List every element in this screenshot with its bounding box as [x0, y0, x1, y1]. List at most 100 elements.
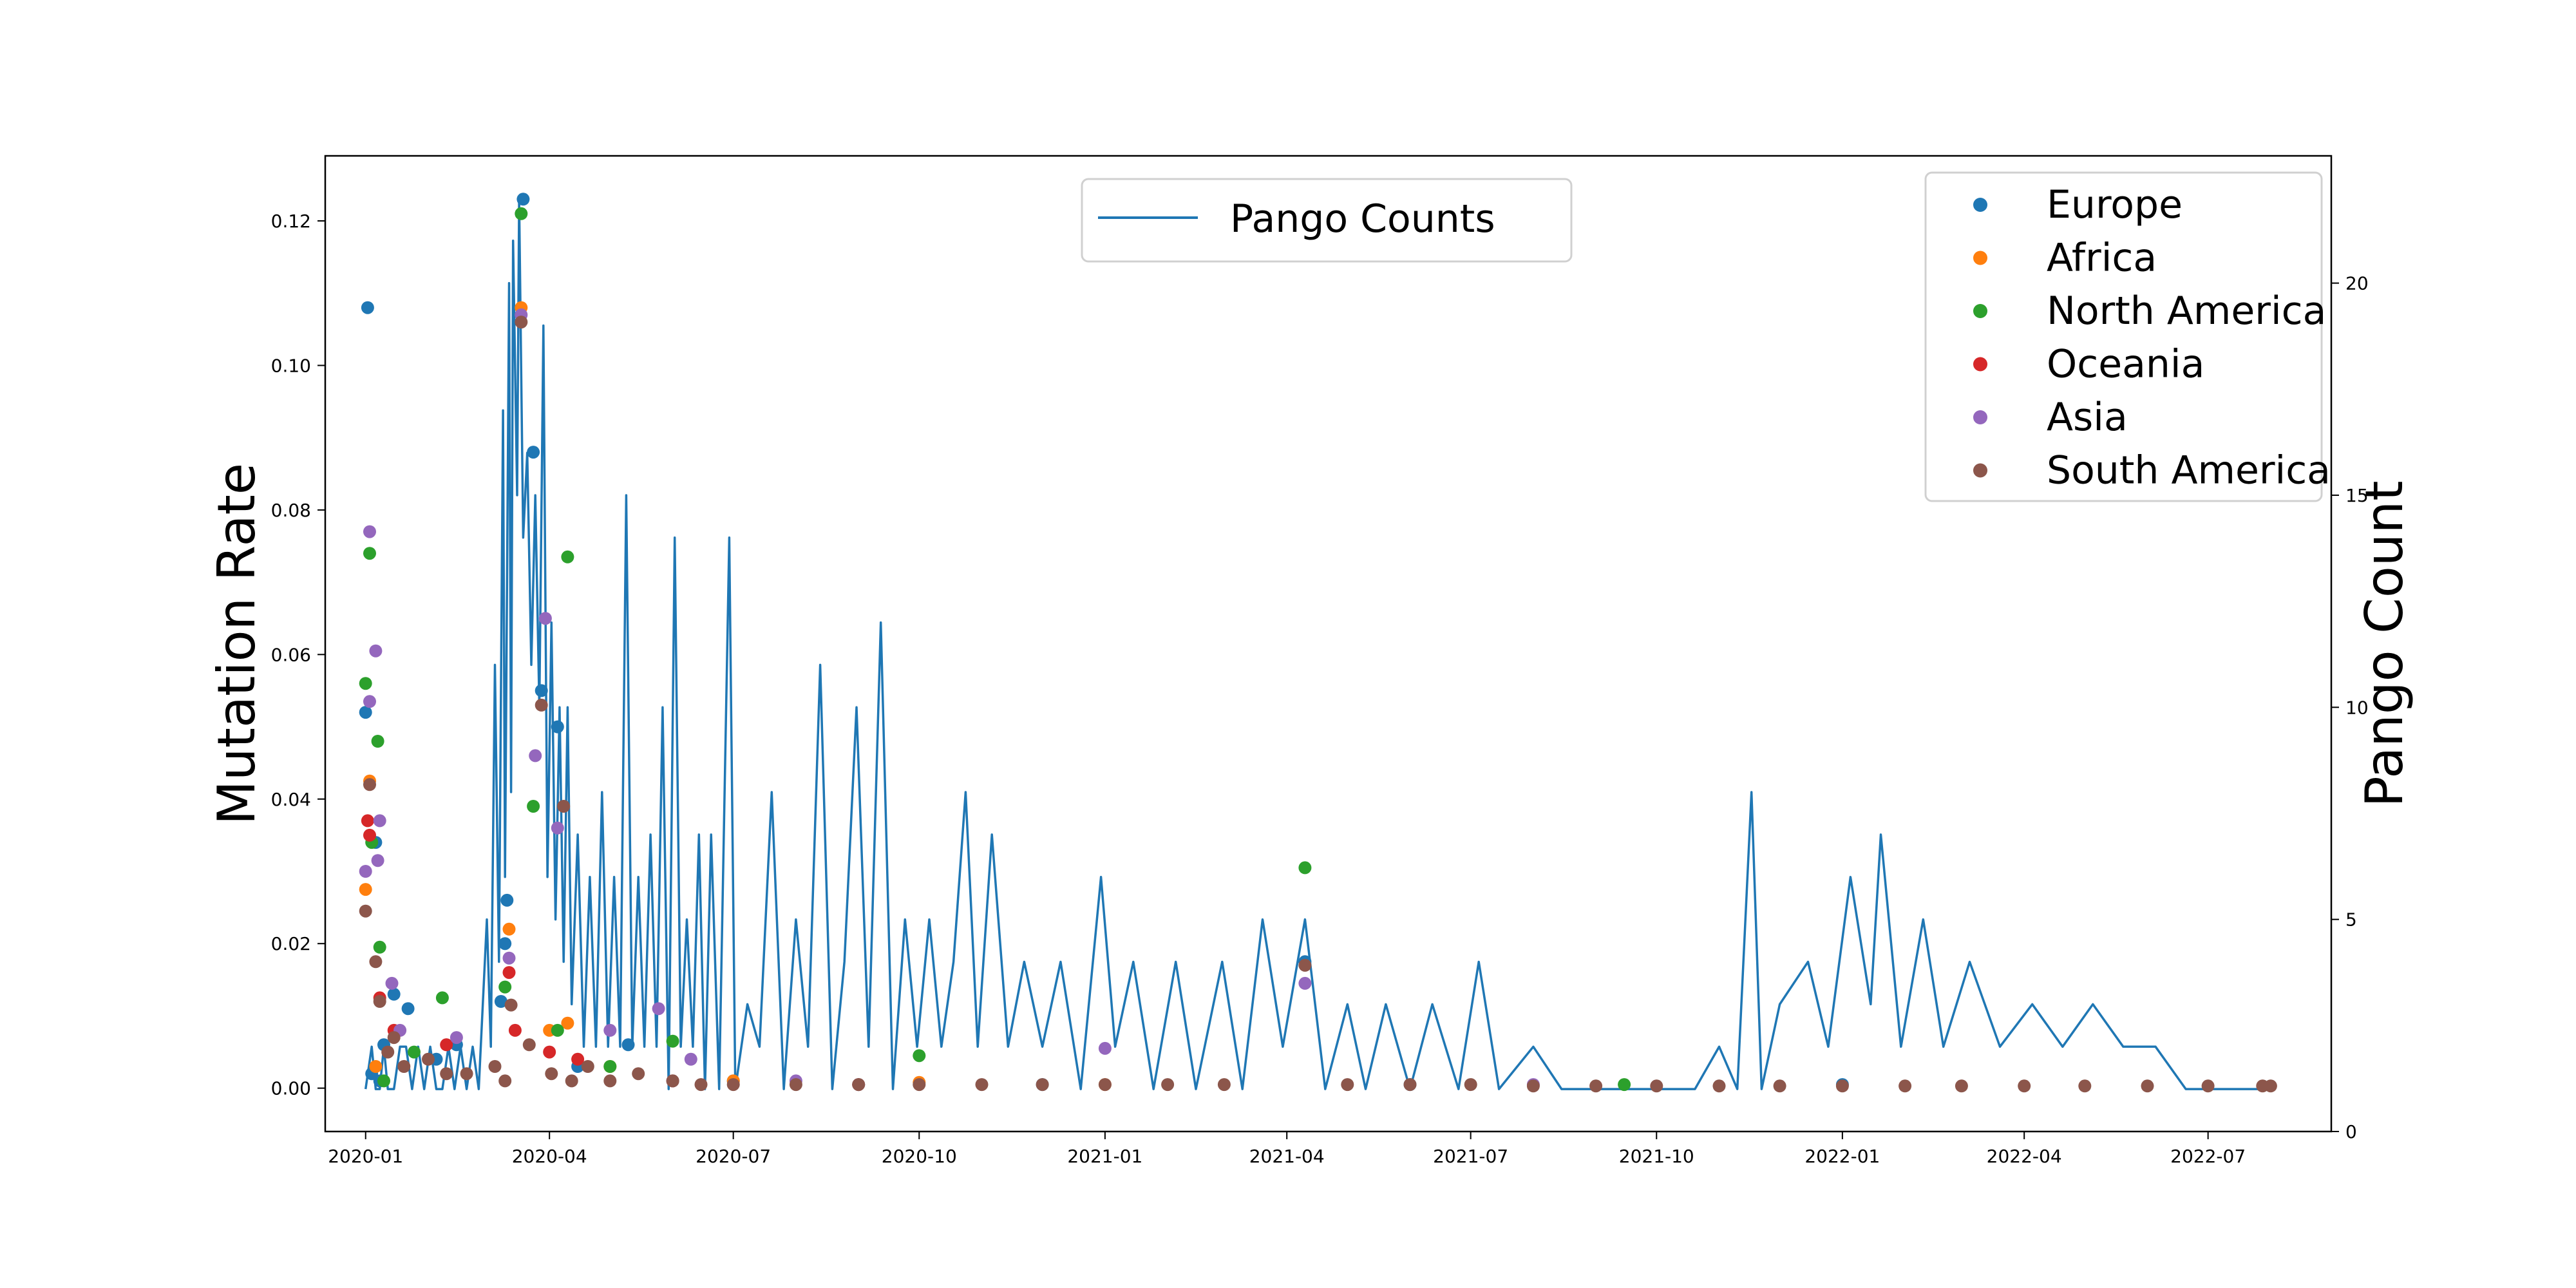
scatter-point — [359, 677, 372, 690]
scatter-point — [913, 1078, 926, 1092]
scatter-point — [1464, 1078, 1477, 1092]
scatter-point — [538, 612, 552, 625]
scatter-point — [361, 814, 374, 828]
scatter-point — [371, 735, 384, 748]
scatter-point — [726, 1078, 740, 1092]
y-tick-label: 0.08 — [271, 500, 311, 521]
scatter-point — [1161, 1078, 1175, 1092]
scatter-point — [1217, 1078, 1231, 1092]
y2-tick-label: 20 — [2345, 273, 2369, 294]
scatter-point — [666, 1034, 679, 1048]
scatter-point — [543, 1045, 556, 1059]
scatter-point — [369, 1060, 383, 1073]
y2-axis-label: Pango Count — [2354, 480, 2414, 807]
scatter-point — [450, 1031, 463, 1045]
scatter-point — [359, 865, 372, 878]
x-axis: 2020-01 2020-04 2020-07 2020-10 2021-01 2021-… — [328, 1132, 2246, 1167]
scatter-point — [1098, 1078, 1112, 1092]
y-tick-label: 0.06 — [271, 644, 311, 665]
scatter-point — [408, 1045, 421, 1059]
scatter-point — [561, 1016, 574, 1030]
scatter-point — [1403, 1078, 1417, 1092]
scatter-point — [385, 976, 399, 990]
x-tick-label: 2020-04 — [512, 1146, 587, 1167]
line-legend-box — [1081, 178, 1573, 263]
scatter-point — [397, 1060, 411, 1073]
scatter-legend-box — [1924, 171, 2323, 502]
x-tick-label: 2022-01 — [1804, 1146, 1880, 1167]
scatter-point — [1650, 1079, 1663, 1093]
scatter-point — [551, 821, 564, 835]
scatter-point — [363, 695, 376, 708]
legend-label: South America — [2047, 448, 2331, 493]
scatter-point — [363, 778, 376, 791]
scatter-point — [361, 301, 374, 314]
scatter-point — [363, 828, 376, 842]
scatter-point — [363, 547, 376, 560]
scatter-point — [1899, 1079, 1912, 1093]
legend-marker — [1973, 463, 1987, 478]
scatter-layer — [359, 193, 2277, 1093]
legend-label: Oceania — [2047, 342, 2204, 387]
y2-tick-label: 15 — [2345, 485, 2369, 506]
scatter-point — [498, 980, 512, 994]
scatter-point — [527, 446, 540, 459]
scatter-point — [515, 207, 528, 220]
scatter-point — [551, 720, 564, 734]
scatter-point — [1589, 1079, 1603, 1093]
x-tick-label: 2022-07 — [2170, 1146, 2246, 1167]
scatter-point — [502, 966, 516, 980]
plot-frame — [324, 155, 2333, 1133]
pango-counts-line — [364, 197, 2271, 1090]
scatter-point — [363, 525, 376, 538]
scatter-point — [1773, 1079, 1786, 1093]
scatter-point — [666, 1074, 679, 1088]
scatter-point — [435, 991, 449, 1005]
x-tick-label: 2021-04 — [1249, 1146, 1325, 1167]
scatter-point — [684, 1052, 697, 1066]
scatter-point — [500, 893, 514, 907]
scatter-point — [460, 1067, 473, 1081]
scatter-point — [498, 937, 512, 951]
y2-tick-label: 10 — [2345, 697, 2369, 718]
scatter-point — [1098, 1041, 1112, 1055]
scatter-point — [1036, 1078, 1049, 1092]
scatter-point — [387, 1031, 401, 1045]
scatter-point — [1712, 1079, 1726, 1093]
scatter-point — [1835, 1079, 1849, 1093]
scatter-point — [359, 883, 372, 896]
scatter-point — [488, 1060, 502, 1073]
y-tick-label: 0.02 — [271, 933, 311, 954]
scatter-point — [852, 1078, 866, 1092]
y2-tick-label: 0 — [2345, 1121, 2357, 1142]
scatter-point — [571, 1052, 585, 1066]
legend-marker — [1973, 357, 1987, 372]
scatter-point — [535, 684, 548, 697]
y-axis-left: 0.00 0.02 0.04 0.06 0.08 0.10 0.12 — [271, 211, 325, 1099]
scatter-point — [440, 1038, 453, 1052]
scatter-point — [561, 550, 574, 564]
scatter-legend: Europe Africa North America Oceania Asia Sout… — [1924, 171, 2331, 502]
scatter-point — [2018, 1079, 2031, 1093]
scatter-point — [913, 1049, 926, 1063]
y-axis-right: 0 5 10 15 20 — [2331, 273, 2369, 1142]
scatter-point — [2264, 1079, 2277, 1093]
scatter-point — [2078, 1079, 2092, 1093]
x-tick-label: 2021-10 — [1619, 1146, 1694, 1167]
scatter-point — [516, 193, 530, 206]
series-north-america — [359, 207, 1631, 1092]
scatter-point — [1298, 958, 1312, 972]
x-tick-label: 2020-07 — [696, 1146, 771, 1167]
x-tick-label: 2020-10 — [882, 1146, 957, 1167]
scatter-point — [502, 951, 516, 965]
scatter-point — [1618, 1078, 1631, 1092]
legend-marker — [1973, 198, 1987, 212]
x-tick-label: 2020-01 — [328, 1146, 403, 1167]
scatter-point — [1298, 861, 1312, 875]
scatter-point — [369, 955, 383, 969]
scatter-point — [422, 1052, 435, 1066]
scatter-point — [621, 1038, 635, 1052]
scatter-point — [529, 749, 542, 762]
